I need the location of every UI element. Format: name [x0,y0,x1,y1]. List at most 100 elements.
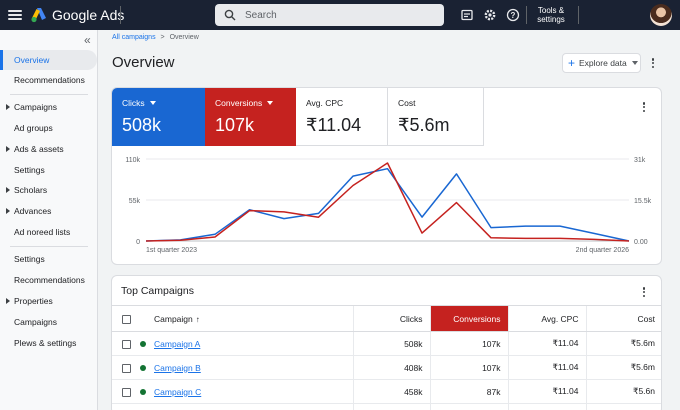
column-header-campaign[interactable]: Campaign ↑ [154,305,353,332]
column-header-clicks[interactable]: Clicks [352,305,430,332]
sidebar: « Overview Recommendations Campaigns Ad … [0,30,98,410]
row-checkbox[interactable] [122,363,131,373]
column-header-conversions[interactable]: Conversions [429,305,508,332]
sidebar-item-recommendations-2[interactable]: Recommendations [0,270,97,290]
tools-settings-button[interactable]: Tools & settings [537,6,565,24]
campaign-name-link[interactable]: Campaign C [154,386,202,397]
sidebar-item-campaigns-2[interactable]: Campaigns [0,312,97,332]
table-header-row: Campaign ↑ Clicks Conversions Avg. CPC Co… [112,305,661,332]
avatar[interactable] [650,4,672,26]
metric-label: Avg. CPC [306,98,344,108]
sidebar-item-plews-settings[interactable]: Plews & settings [0,333,97,353]
explore-data-button[interactable]: + Explore data [562,53,641,73]
select-all-checkbox[interactable] [122,314,131,324]
sidebar-item-advances[interactable]: Advances [0,201,97,221]
y-left-tick-label: 0 [136,239,140,246]
expand-caret-icon [6,187,10,193]
search-box[interactable]: Search [215,4,444,26]
page-title: Overview [112,54,175,71]
sidebar-item-label: Advances [14,206,52,216]
sidebar-item-label: Campaigns [14,317,57,327]
collapse-sidebar-icon[interactable]: « [84,33,91,47]
campaign-name-link[interactable]: Campaign B [154,362,201,373]
chevron-down-icon [631,61,638,65]
sidebar-item-properties[interactable]: Properties [0,291,97,311]
expand-caret-icon [6,146,10,152]
cell-cost: ₹5.6m [585,355,661,380]
sidebar-item-scholars[interactable]: Scholars [0,180,97,200]
sidebar-item-ad-groups[interactable]: Ad groups [0,118,97,138]
breadcrumb: All campaigns > Overview [112,34,199,41]
x-tick-label: 2nd quarter 2026 [576,247,629,254]
expand-caret-icon [6,104,10,110]
toolbar-divider [578,6,579,24]
metric-label: Clicks [122,98,145,108]
sidebar-item-ad-noreed-lists[interactable]: Ad noreed lists [0,222,97,242]
sidebar-item-label: Settings [14,165,45,175]
sidebar-item-label: Ads & assets [14,144,64,154]
top-bar: Google Ads Search ? Tools & settings [0,0,680,30]
table-row: Campaign C 458k 87k ₹11.04 ₹5.6n [112,379,661,404]
table-more-icon[interactable] [639,285,649,299]
y-right-tick-label: 31k [634,157,646,164]
status-enabled-icon [140,365,146,372]
cell-conversions: 107k [429,331,508,356]
sidebar-item-label: Recommendations [14,75,85,85]
sidebar-item-label: Overview [14,55,50,65]
metric-avg-cpc[interactable]: Avg. CPC ₹11.04 [296,88,388,146]
metric-label: Cost [398,98,416,108]
y-left-tick-label: 55k [129,198,141,205]
page-more-icon[interactable] [648,56,658,70]
cell-conversions: 87k [429,379,508,404]
dropdown-caret-icon[interactable] [149,101,156,105]
search-placeholder: Search [245,9,277,21]
sidebar-item-label: Settings [14,254,45,264]
metric-value: 107k [215,115,255,135]
sidebar-item-campaigns[interactable]: Campaigns [0,97,97,117]
sidebar-item-label: Campaigns [14,102,57,112]
status-enabled-icon [140,341,146,348]
sidebar-item-ads-assets[interactable]: Ads & assets [0,139,97,159]
reports-icon[interactable] [460,8,474,22]
metric-label: Conversions [215,98,263,108]
y-right-tick-label: 0.00 [634,239,648,246]
breadcrumb-current: Overview [169,34,199,41]
cell-cost: ₹5.6n [585,379,661,404]
explore-data-label: Explore data [579,58,627,68]
sidebar-item-recommendations[interactable]: Recommendations [0,70,97,90]
sidebar-item-settings[interactable]: Settings [0,160,97,180]
sidebar-item-label: Plews & settings [14,338,77,348]
top-campaigns-title: Top Campaigns [121,285,194,297]
svg-text:?: ? [511,11,516,20]
settings-icon[interactable] [483,8,497,22]
chart-more-icon[interactable] [639,100,649,114]
y-right-tick-label: 15.5k [634,198,652,205]
help-icon[interactable]: ? [506,8,520,22]
row-checkbox[interactable] [122,339,131,349]
plus-icon: + [568,56,576,70]
clicks-series-line [145,167,630,242]
table-row-partial [112,403,661,410]
google-ads-logo[interactable] [30,6,48,24]
sidebar-item-settings-2[interactable]: Settings [0,249,97,269]
sidebar-item-label: Recommendations [14,275,85,285]
metric-conversions[interactable]: Conversions 107k [205,88,296,146]
metric-cost[interactable]: Cost ₹5.6m [388,88,484,146]
column-header-avg-cpc[interactable]: Avg. CPC [507,305,586,332]
menu-icon[interactable] [8,8,22,22]
conversions-series-line [145,162,630,242]
dropdown-caret-icon[interactable] [267,101,274,105]
cell-avg-cpc: ₹11.04 [507,379,586,404]
sidebar-item-label: Ad groups [14,123,53,133]
brand-divider [120,6,121,24]
metric-clicks[interactable]: Clicks 508k [112,88,205,146]
brand-name: Google Ads [52,7,125,23]
breadcrumb-all-campaigns[interactable]: All campaigns [112,34,156,41]
cell-avg-cpc: ₹11.04 [507,331,586,356]
column-header-cost[interactable]: Cost [585,305,661,332]
sidebar-item-overview[interactable]: Overview [0,50,97,70]
campaign-name-link[interactable]: Campaign A [154,338,201,349]
y-left-tick-label: 110k [125,157,140,164]
row-checkbox[interactable] [122,387,131,397]
sidebar-divider [10,94,88,95]
